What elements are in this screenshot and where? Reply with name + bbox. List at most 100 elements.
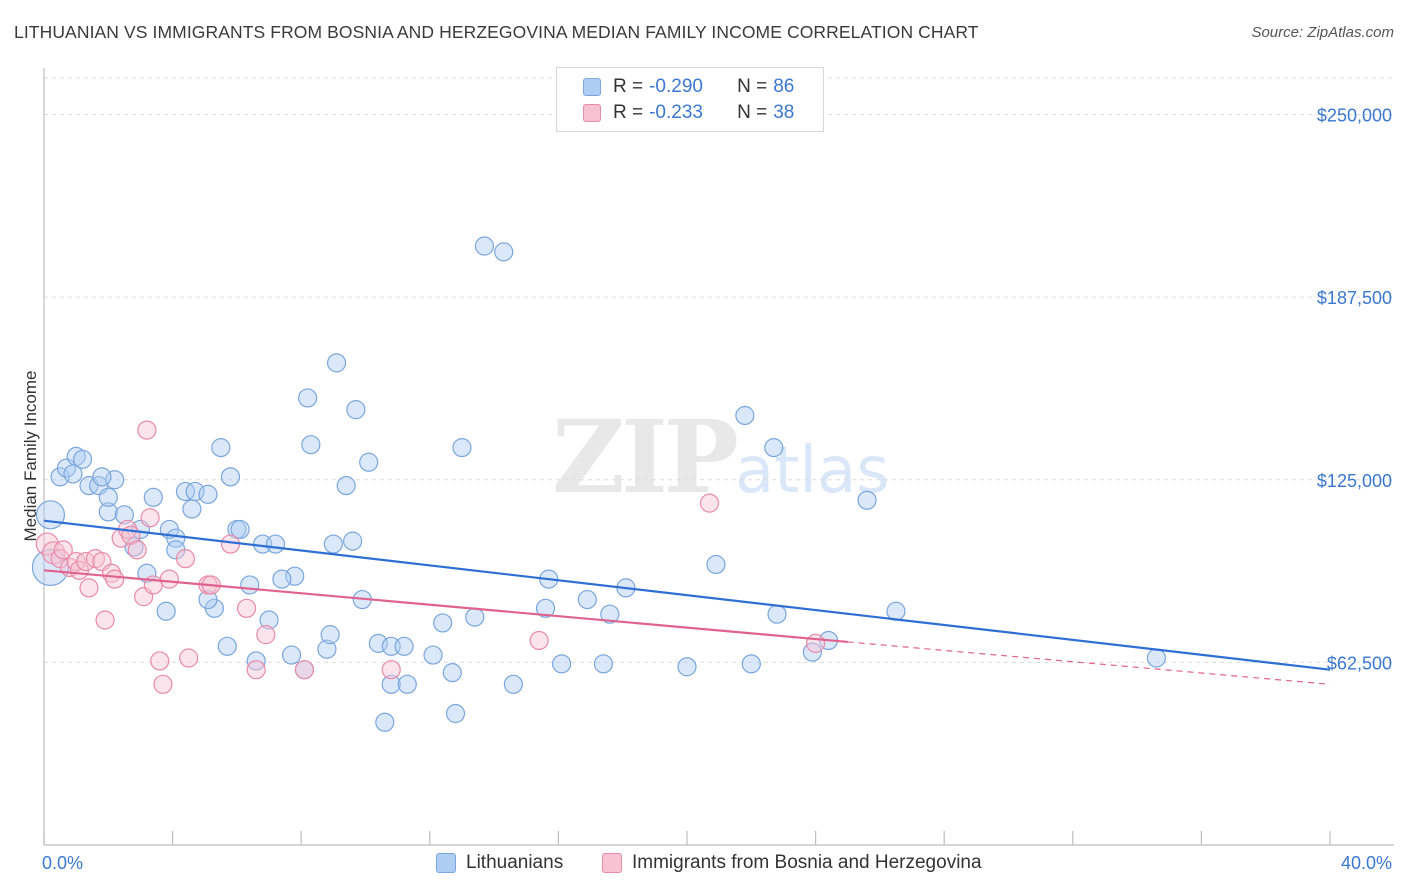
bosnia-trend-line xyxy=(43,569,848,644)
bosnia-trend-extension xyxy=(847,641,1331,685)
lithuanian-point xyxy=(552,654,572,674)
bosnia-point xyxy=(246,660,266,680)
bosnia-point xyxy=(95,610,115,630)
lithuanian-point xyxy=(375,712,395,732)
lithuanian-point xyxy=(474,236,495,256)
legend-item-bosnia[interactable]: Immigrants from Bosnia and Herzegovina xyxy=(602,852,982,874)
bosnia-point xyxy=(256,625,276,645)
legend-swatch-lithuanians xyxy=(583,78,601,96)
bosnia-point xyxy=(150,651,170,671)
legend-r-label: R = xyxy=(613,102,644,123)
lithuanian-point xyxy=(198,484,218,504)
lithuanian-point xyxy=(397,674,417,694)
lithuanian-point xyxy=(394,636,414,656)
lithuanian-point xyxy=(381,674,401,694)
lithuanian-point xyxy=(593,654,614,674)
bosnia-point xyxy=(105,569,125,589)
x-tick-label-max: 40.0% xyxy=(1341,853,1392,873)
lithuanian-point xyxy=(764,438,784,458)
y-axis-label: Median Family Income xyxy=(21,370,40,541)
lithuanian-point xyxy=(240,575,260,595)
legend-row-lithuanians: R = -0.290 N = 86 xyxy=(583,75,794,99)
lithuanian-point xyxy=(320,625,340,645)
legend-r-label: R = xyxy=(613,76,644,97)
lithuanian-point xyxy=(281,645,302,665)
lithuanian-point xyxy=(433,613,453,633)
bosnia-point xyxy=(79,578,99,598)
lithuanian-trend-line xyxy=(43,519,1331,671)
lithuanian-point xyxy=(445,703,466,724)
lithuanian-point xyxy=(156,601,176,621)
lithuanian-point xyxy=(211,438,231,458)
lithuanian-point xyxy=(343,531,363,551)
lithuanian-point xyxy=(35,500,66,530)
lithuanian-point xyxy=(98,487,118,507)
legend-row-bosnia: R = -0.233 N = 38 xyxy=(583,101,794,125)
bosnia-point xyxy=(179,648,199,668)
lithuanian-point xyxy=(182,499,202,519)
lithuanian-point xyxy=(857,490,877,510)
bosnia-point xyxy=(137,420,157,440)
bosnia-point xyxy=(381,660,401,680)
lithuanian-point xyxy=(577,589,597,610)
lithuanian-point xyxy=(137,563,157,583)
watermark-zip: ZIP xyxy=(552,398,739,516)
lithuanian-point xyxy=(359,452,379,472)
bosnia-point xyxy=(53,540,73,560)
lithuanian-point xyxy=(92,467,112,487)
lithuanian-point xyxy=(346,400,366,420)
bosnia-point xyxy=(529,630,549,651)
x-tick-label-min: 0.0% xyxy=(42,853,83,873)
y-tick-label: $187,500 xyxy=(1317,288,1392,308)
zipatlas-watermark: ZIPatlas xyxy=(552,398,890,516)
watermark-atlas: atlas xyxy=(734,434,890,508)
chart-title: LITHUANIAN VS IMMIGRANTS FROM BOSNIA AND… xyxy=(14,22,979,42)
lithuanian-point xyxy=(230,519,250,540)
lithuanian-point xyxy=(735,405,755,426)
y-tick-label: $125,000 xyxy=(1317,471,1392,491)
lithuanian-point xyxy=(114,505,134,525)
lithuanian-point xyxy=(465,607,485,627)
legend-r-value: -0.233 xyxy=(649,102,703,123)
lithuanian-point xyxy=(741,654,761,674)
bosnia-point xyxy=(236,598,257,618)
lithuanian-point xyxy=(98,502,118,522)
lithuanian-point xyxy=(494,242,514,262)
lithuanian-point xyxy=(143,487,163,507)
legend-n-label: N = xyxy=(737,76,768,97)
lithuanian-point xyxy=(272,569,292,589)
bosnia-point xyxy=(294,660,315,680)
lithuanian-point xyxy=(452,438,472,458)
lithuanian-point xyxy=(301,435,321,455)
legend-item-lithuanians[interactable]: Lithuanians xyxy=(436,852,563,874)
legend-n-value: 38 xyxy=(773,102,795,123)
lithuanian-point xyxy=(767,604,787,624)
lithuanian-point xyxy=(535,598,556,618)
bosnia-point xyxy=(159,569,179,589)
legend-swatch-bosnia xyxy=(602,853,622,873)
y-tick-label: $62,500 xyxy=(1327,653,1392,673)
lithuanian-point xyxy=(175,481,196,502)
lithuanian-point xyxy=(326,353,347,373)
bosnia-point xyxy=(175,549,196,569)
lithuanian-point xyxy=(336,476,356,496)
lithuanian-point xyxy=(72,449,93,469)
lithuanian-point xyxy=(677,657,697,677)
lithuanian-point xyxy=(217,636,237,656)
lithuanian-point xyxy=(63,464,83,484)
lithuanian-point xyxy=(323,534,343,554)
lithuanian-point xyxy=(423,645,443,665)
bosnia-point xyxy=(127,540,147,560)
lithuanian-point xyxy=(1146,648,1166,668)
lithuanian-point xyxy=(265,534,286,554)
lithuanian-point xyxy=(317,639,337,659)
lithuanian-point xyxy=(442,663,462,683)
legend-n-label: N = xyxy=(737,102,768,123)
lithuanian-point xyxy=(503,674,523,694)
bosnia-point xyxy=(140,508,160,528)
source-credit: Source: ZipAtlas.com xyxy=(1251,24,1394,41)
legend-label-lithuanians: Lithuanians xyxy=(466,852,564,873)
lithuanian-point xyxy=(220,467,241,487)
correlation-legend: R = -0.290 N = 86 R = -0.233 N = 38 xyxy=(556,67,824,132)
